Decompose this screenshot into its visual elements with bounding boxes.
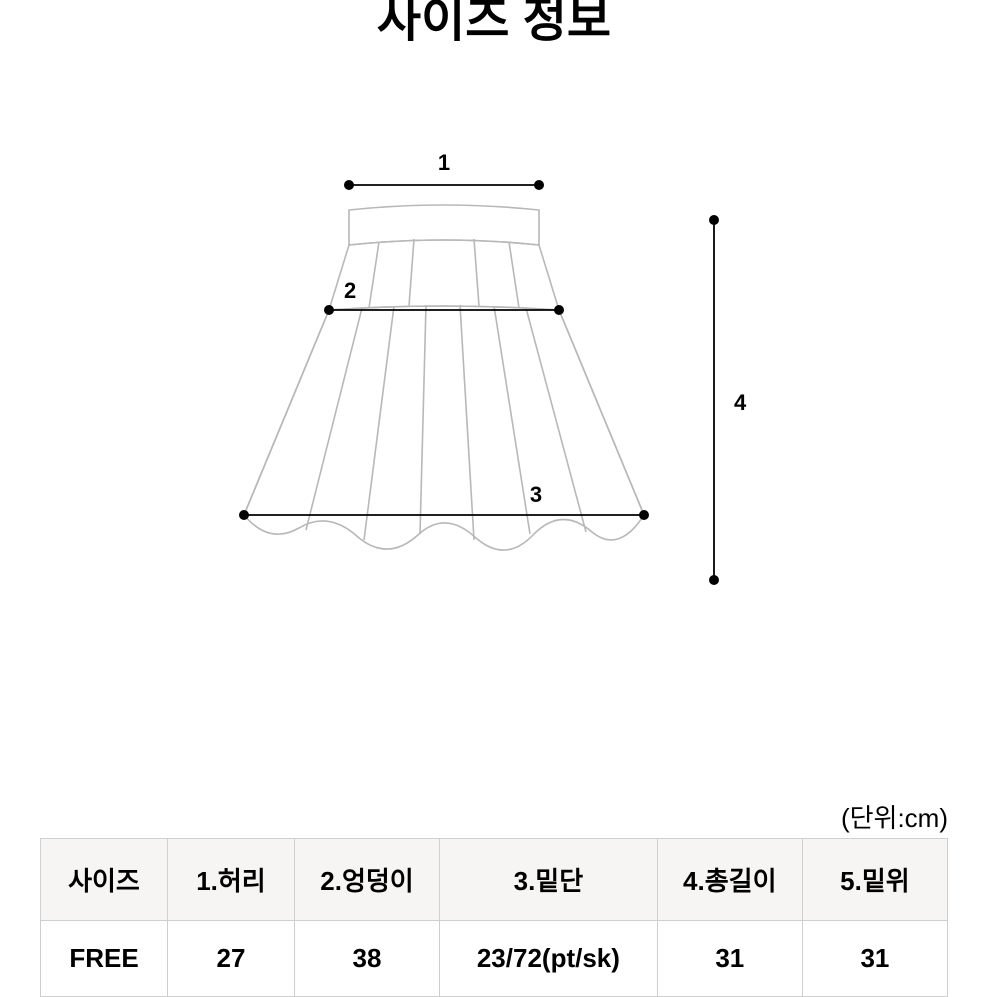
col-header-len: 4.총길이 xyxy=(657,839,802,921)
cell-len: 31 xyxy=(657,921,802,997)
page-title: 사이즈 정보 xyxy=(0,0,988,50)
cell-hem: 23/72(pt/sk) xyxy=(440,921,658,997)
skirt-diagram: 1 2 3 4 xyxy=(214,130,774,630)
skirt-svg: 1 2 3 4 xyxy=(214,130,774,630)
measure-hip-label: 2 xyxy=(344,278,356,303)
measure-length: 4 xyxy=(709,215,747,585)
table-row: FREE 27 38 23/72(pt/sk) 31 31 xyxy=(41,921,948,997)
col-header-rise: 5.밑위 xyxy=(802,839,947,921)
measure-hip: 2 xyxy=(324,278,564,315)
col-header-waist: 1.허리 xyxy=(167,839,294,921)
measure-waist-label: 1 xyxy=(438,150,450,175)
measure-hem-label: 3 xyxy=(530,482,542,507)
table-header-row: 사이즈 1.허리 2.엉덩이 3.밑단 4.총길이 5.밑위 xyxy=(41,839,948,921)
col-header-hip: 2.엉덩이 xyxy=(294,839,439,921)
size-table: 사이즈 1.허리 2.엉덩이 3.밑단 4.총길이 5.밑위 FREE 27 3… xyxy=(40,838,948,997)
measure-hem: 3 xyxy=(239,482,649,520)
cell-size: FREE xyxy=(41,921,168,997)
col-header-hem: 3.밑단 xyxy=(440,839,658,921)
col-header-size: 사이즈 xyxy=(41,839,168,921)
unit-label: (단위:cm) xyxy=(841,798,948,835)
cell-hip: 38 xyxy=(294,921,439,997)
cell-waist: 27 xyxy=(167,921,294,997)
cell-rise: 31 xyxy=(802,921,947,997)
measure-waist: 1 xyxy=(344,150,544,190)
measure-length-label: 4 xyxy=(734,390,747,415)
